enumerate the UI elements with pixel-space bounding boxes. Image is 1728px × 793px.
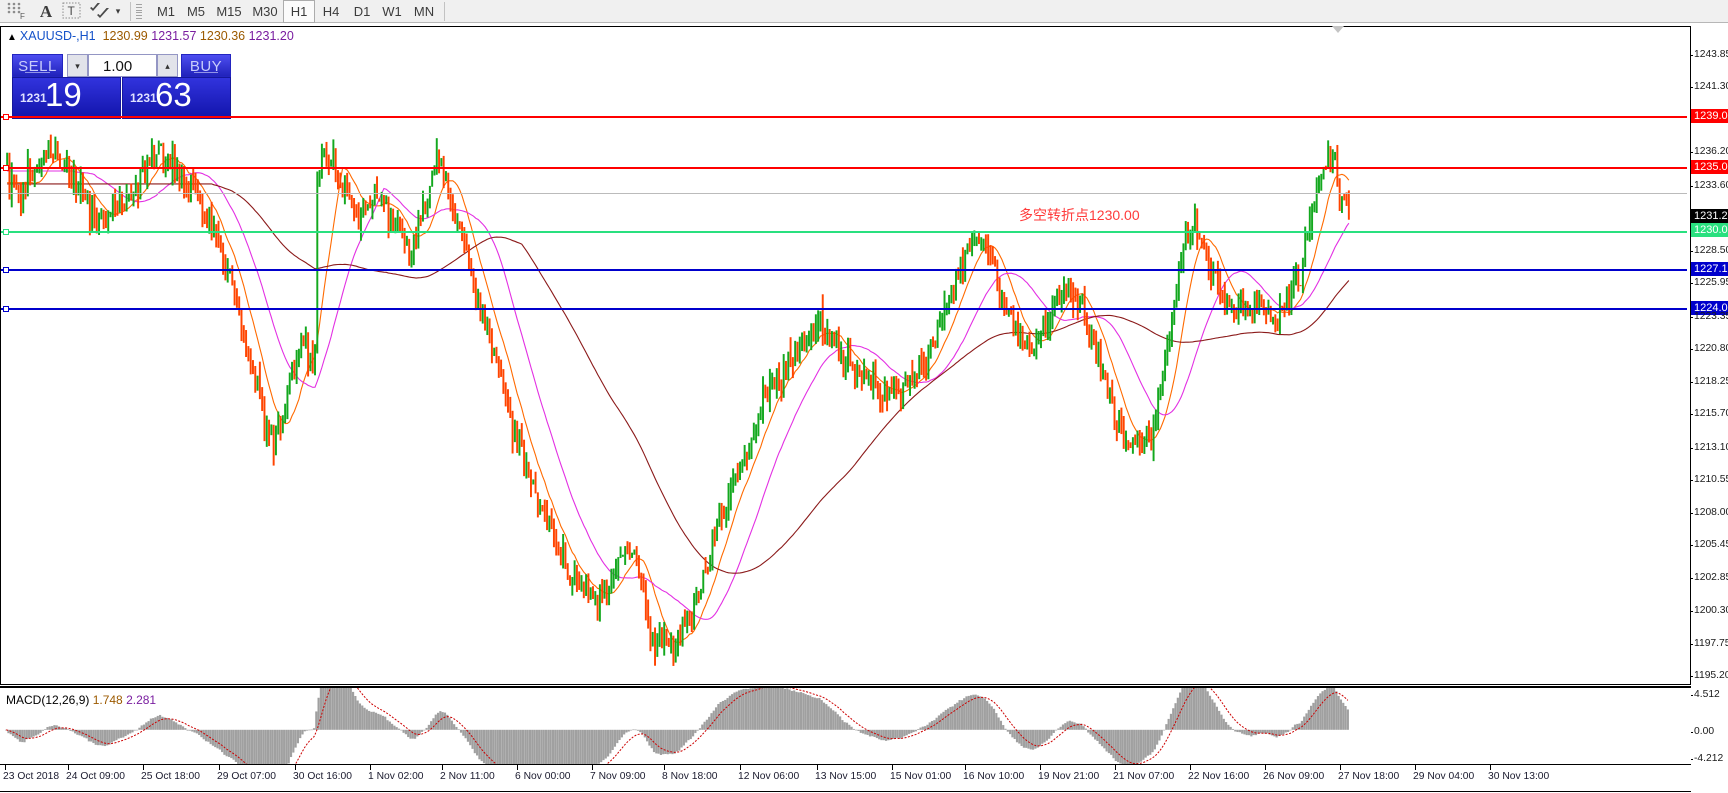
svg-text:F: F	[20, 12, 25, 21]
svg-text:T: T	[68, 4, 76, 18]
